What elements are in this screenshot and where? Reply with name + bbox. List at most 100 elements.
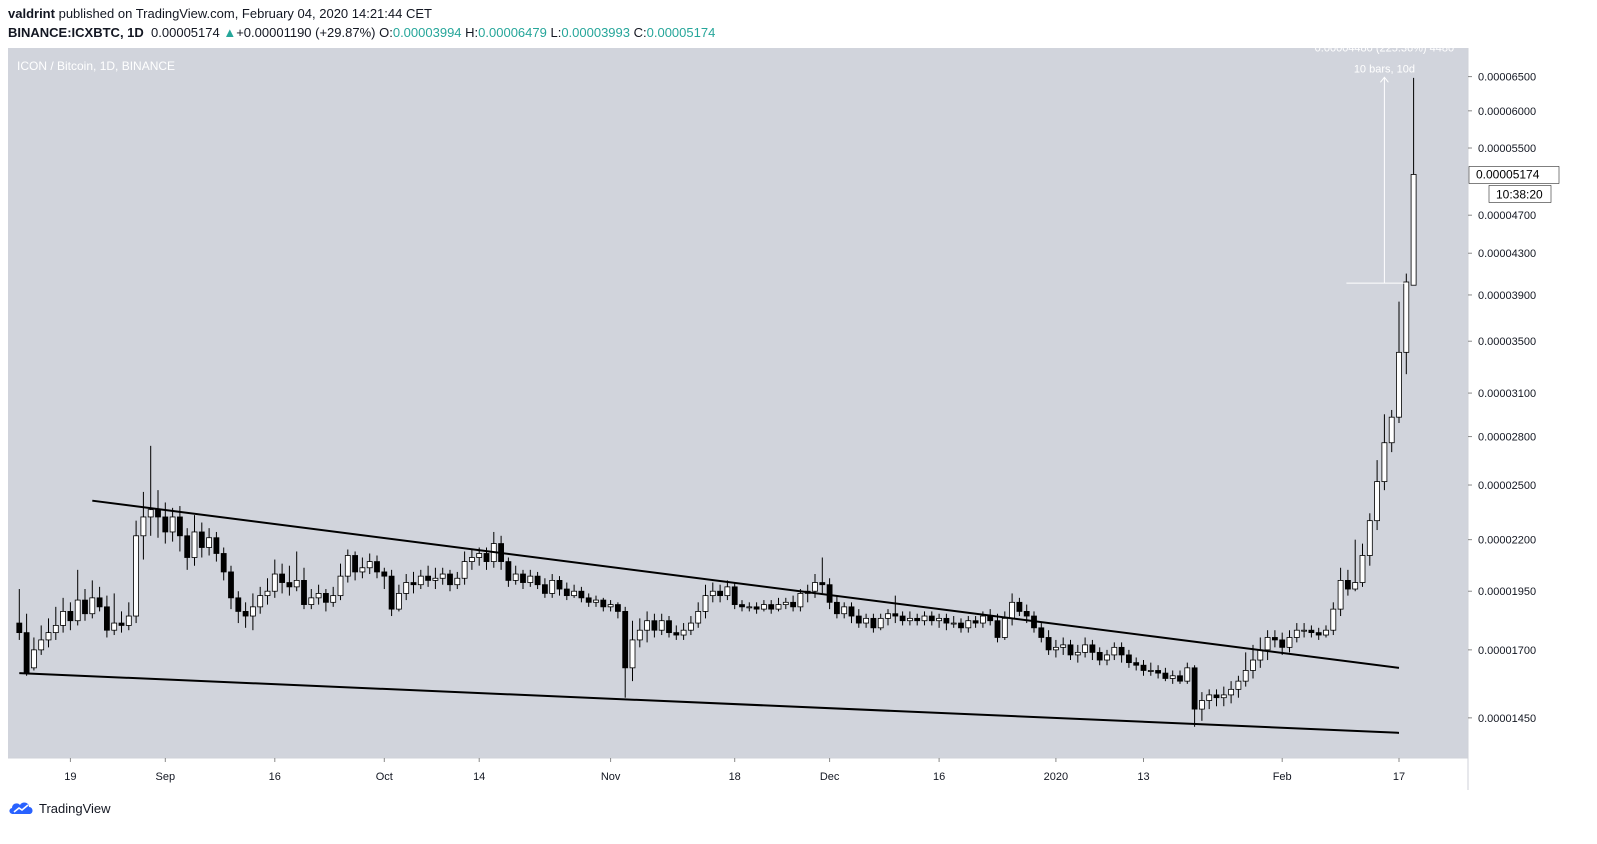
candle-body bbox=[1067, 644, 1074, 656]
candle-body bbox=[1191, 667, 1198, 710]
candle-body bbox=[279, 573, 286, 583]
candle-body bbox=[980, 615, 986, 624]
trendline-upper bbox=[92, 499, 1400, 669]
candle-body bbox=[60, 611, 66, 626]
candle-body bbox=[476, 553, 483, 558]
candle-body bbox=[468, 557, 475, 562]
time-tick-label: 16 bbox=[933, 771, 945, 783]
candle-body bbox=[1184, 667, 1191, 682]
tradingview-cloud-icon bbox=[9, 802, 33, 814]
candle-body bbox=[30, 649, 37, 669]
candle-body bbox=[403, 582, 410, 594]
candle-body bbox=[220, 553, 227, 573]
candle-body bbox=[257, 595, 264, 608]
candle-body bbox=[651, 620, 658, 631]
candle-body bbox=[1126, 654, 1132, 664]
candle-body bbox=[578, 590, 585, 599]
candle-body bbox=[1264, 637, 1271, 651]
candle-body bbox=[542, 584, 548, 594]
high-label: H: bbox=[465, 25, 479, 40]
candle-body bbox=[622, 611, 629, 669]
candle-body bbox=[1220, 694, 1227, 699]
candle-body bbox=[673, 632, 680, 636]
candle-body bbox=[330, 595, 337, 603]
candle-body bbox=[1001, 617, 1008, 638]
author-name[interactable]: valdrint bbox=[8, 6, 55, 21]
candle-body bbox=[315, 593, 322, 599]
candle-body bbox=[899, 615, 906, 622]
candle-body bbox=[877, 617, 884, 629]
candle-body bbox=[1388, 416, 1395, 444]
change-arrow-icon: ▲ bbox=[223, 25, 237, 40]
candle-body bbox=[1045, 637, 1052, 651]
candle-body bbox=[549, 579, 556, 594]
candle-body bbox=[1359, 555, 1366, 583]
candle-body bbox=[1133, 662, 1140, 666]
candle-body bbox=[1140, 664, 1147, 671]
low-label: L: bbox=[550, 25, 562, 40]
time-tick-label: 19 bbox=[64, 771, 76, 783]
price-tick-label: 0.00003500 bbox=[1478, 336, 1536, 348]
candle-body bbox=[264, 590, 271, 597]
candle-body bbox=[520, 573, 526, 583]
candle-body bbox=[1228, 688, 1234, 696]
candle-body bbox=[1410, 174, 1417, 286]
time-axis[interactable]: 19 Sep 16 Oct 14 Nov 18 Dec 16 2020 13 Feb 17 bbox=[64, 758, 1405, 783]
candle-body bbox=[96, 597, 103, 608]
candle-body bbox=[1315, 632, 1322, 636]
time-tick-label: Nov bbox=[601, 771, 621, 783]
candle-body bbox=[1279, 639, 1286, 648]
candle-body bbox=[16, 622, 23, 634]
candle-body bbox=[600, 599, 607, 608]
measure-label-change: 0.00004480 (225.36%) 4480 bbox=[1315, 42, 1454, 54]
candle-body bbox=[702, 595, 709, 612]
candle-body bbox=[812, 582, 818, 592]
candle-body bbox=[1366, 520, 1373, 556]
current-price-label: 0.00005174 bbox=[1476, 167, 1540, 181]
candle-body bbox=[1352, 582, 1359, 590]
candle-body bbox=[863, 617, 869, 624]
candle-body bbox=[1053, 646, 1059, 651]
candle-body bbox=[636, 629, 643, 641]
candle-body bbox=[563, 588, 570, 597]
candle-body bbox=[1213, 694, 1220, 699]
symbol-label: BINANCE:ICXBTC, 1D bbox=[8, 25, 144, 40]
price-axis[interactable]: 0.00006500 0.00006000 0.00005500 0.00004700… bbox=[1468, 72, 1536, 725]
candle-body bbox=[271, 573, 278, 592]
candle-body bbox=[695, 611, 702, 624]
price-tick-label: 0.00003900 bbox=[1478, 290, 1536, 302]
candle-body bbox=[410, 582, 417, 586]
candle-body bbox=[242, 611, 249, 617]
candle-body bbox=[395, 593, 402, 610]
candle-body bbox=[111, 622, 118, 631]
candle-body bbox=[782, 601, 789, 605]
candle-body bbox=[1104, 654, 1110, 661]
candle-body bbox=[607, 604, 614, 608]
candle-body bbox=[914, 617, 921, 622]
price-tick-label: 0.00003100 bbox=[1478, 388, 1536, 400]
candle-body bbox=[301, 579, 307, 605]
candle-body bbox=[870, 617, 877, 629]
candle-body bbox=[680, 629, 687, 636]
price-tick-label: 0.00001450 bbox=[1478, 713, 1536, 725]
published-text: published on TradingView.com, February 0… bbox=[58, 6, 432, 21]
candle-body bbox=[147, 509, 154, 518]
candle-body bbox=[972, 620, 979, 624]
candle-body bbox=[1381, 442, 1388, 483]
candle-body bbox=[928, 615, 935, 622]
candle-body bbox=[1374, 481, 1380, 522]
plot-area[interactable] bbox=[8, 48, 1468, 758]
candle-body bbox=[1118, 646, 1125, 656]
tradingview-footer[interactable]: TradingView bbox=[8, 800, 111, 816]
candle-body bbox=[1250, 659, 1256, 671]
trendline-lower bbox=[19, 672, 1400, 734]
countdown-label: 10:38:20 bbox=[1496, 187, 1543, 201]
open-value: 0.00003994 bbox=[392, 25, 462, 40]
candle-body bbox=[1009, 601, 1015, 619]
candle-body bbox=[118, 622, 125, 626]
candle-body bbox=[666, 620, 672, 634]
candle-body bbox=[1396, 351, 1402, 418]
candle-body bbox=[753, 606, 760, 610]
high-value: 0.00006479 bbox=[478, 25, 547, 40]
